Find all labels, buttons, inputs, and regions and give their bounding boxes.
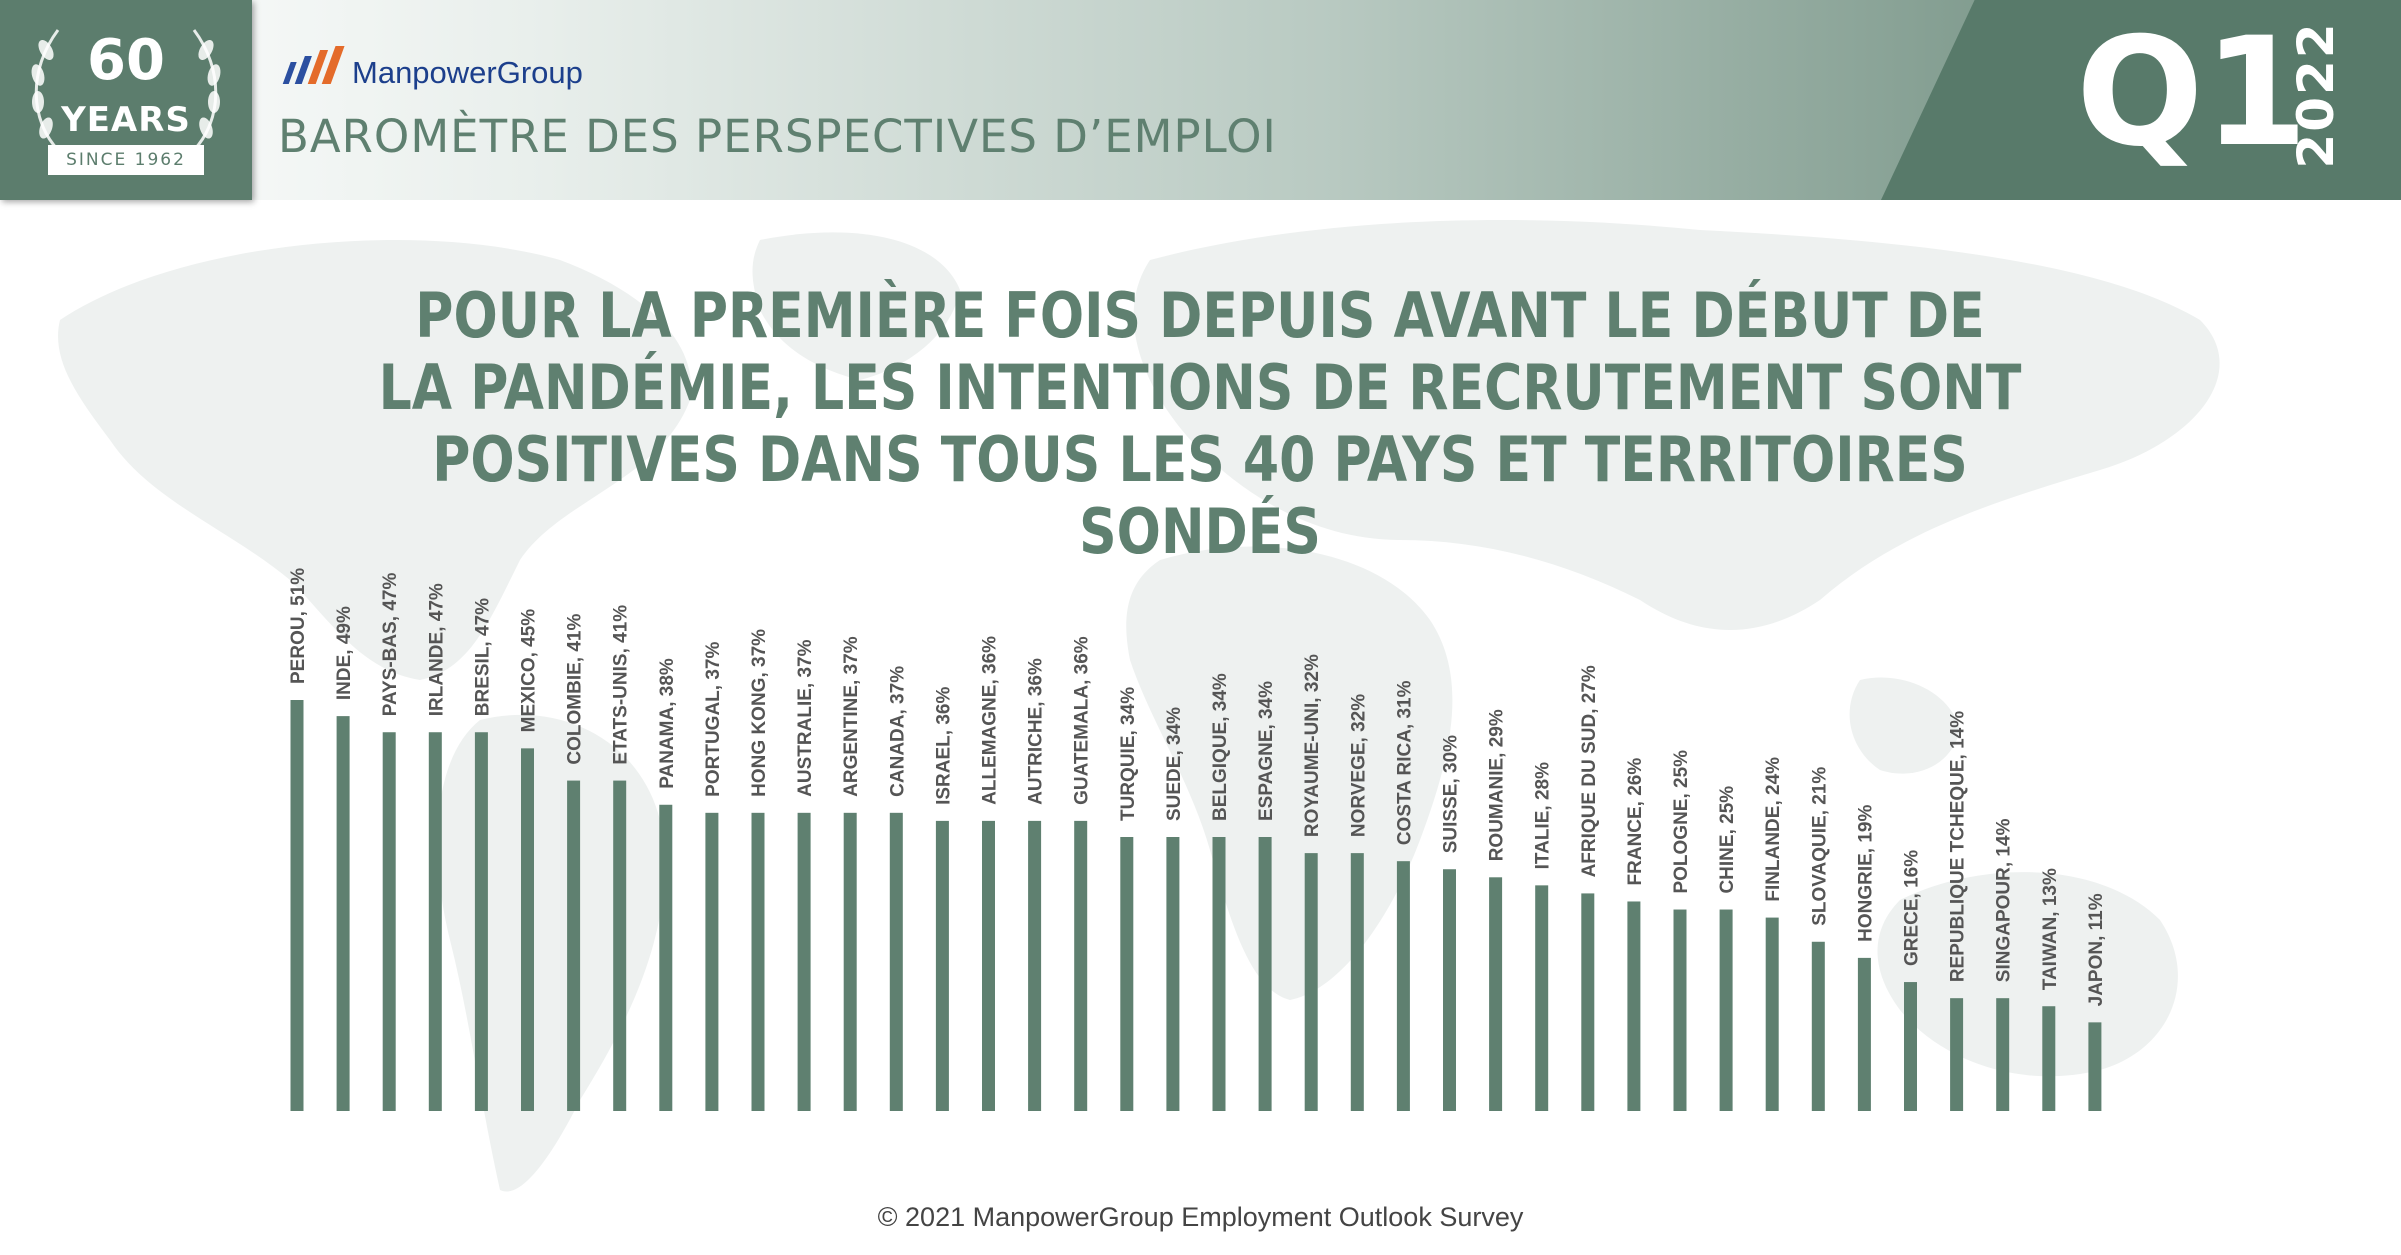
bar-24 (1396, 861, 1410, 1111)
manpowergroup-logo-icon (282, 46, 345, 84)
bar-37 (1996, 998, 2010, 1111)
bar-label-15: ALLEMAGNE, 36% (980, 636, 1001, 805)
chart-headline: POUR LA PREMIÈRE FOIS DEPUIS AVANT LE DÉ… (378, 279, 2022, 568)
bar-30 (1673, 909, 1687, 1111)
bar-17 (1074, 820, 1088, 1111)
bar-31 (1719, 909, 1733, 1111)
laurel-wreath-icon (31, 29, 221, 152)
bar-28 (1581, 893, 1595, 1111)
bar-label-11: AUSTRALIE, 37% (795, 639, 816, 796)
bar-label-7: ETATS-UNIS, 41% (611, 605, 632, 765)
quarter-label: Q1 (2076, 6, 2308, 180)
bar-label-31: CHINE, 25% (1717, 786, 1738, 894)
bar-label-28: AFRIQUE DU SUD, 27% (1579, 665, 1600, 877)
bar-label-19: SUEDE, 34% (1164, 707, 1185, 821)
bar-label-13: CANADA, 37% (887, 666, 908, 797)
bar-11 (797, 812, 811, 1111)
badge-number: 60 (87, 28, 165, 93)
bar-label-3: IRLANDE, 47% (426, 583, 447, 716)
bar-label-33: SLOVAQUIE, 21% (1809, 767, 1830, 926)
bar-39 (2088, 1022, 2102, 1111)
world-map-background (58, 220, 2220, 1192)
bar-label-30: POLOGNE, 25% (1671, 750, 1692, 894)
bar-35 (1904, 982, 1917, 1111)
bar-3 (428, 732, 442, 1111)
bar-29 (1627, 901, 1641, 1111)
bar-13 (889, 812, 903, 1111)
bar-label-1: INDE, 49% (334, 606, 355, 700)
bar-1 (336, 716, 350, 1111)
bar-38 (2042, 1006, 2056, 1111)
bar-label-37: SINGAPOUR, 14% (1994, 818, 2015, 982)
bar-16 (1028, 820, 1042, 1111)
bar-20 (1212, 837, 1226, 1111)
bar-0 (290, 700, 304, 1111)
badge-years: YEARS (61, 100, 191, 140)
bar-26 (1489, 877, 1503, 1111)
bar-2 (382, 732, 396, 1111)
anniversary-badge: 60 YEARS SINCE 1962 (0, 0, 252, 200)
copyright-footer: © 2021 ManpowerGroup Employment Outlook … (877, 1202, 1524, 1232)
bar-9 (705, 812, 719, 1111)
bar-label-39: JAPON, 11% (2086, 893, 2107, 1006)
bar-label-10: HONG KONG, 37% (749, 629, 770, 797)
bar-label-17: GUATEMALA, 36% (1072, 636, 1093, 805)
bar-label-34: HONGRIE, 19% (1855, 805, 1876, 942)
bar-label-5: MEXICO, 45% (519, 609, 540, 733)
bar-23 (1350, 853, 1364, 1111)
bar-label-9: PORTUGAL, 37% (703, 642, 724, 797)
bar-6 (567, 780, 581, 1111)
bar-22 (1304, 853, 1318, 1111)
bar-label-25: SUISSE, 30% (1441, 735, 1462, 853)
bar-8 (659, 804, 673, 1111)
bar-7 (613, 780, 627, 1111)
bar-label-29: FRANCE, 26% (1625, 758, 1646, 886)
bar-34 (1857, 957, 1871, 1111)
bar-32 (1765, 917, 1779, 1111)
bar-4 (474, 732, 488, 1111)
bar-label-24: COSTA RICA, 31% (1394, 680, 1415, 845)
bar-33 (1811, 941, 1825, 1111)
report-subtitle: BAROMÈTRE DES PERSPECTIVES D’EMPLOI (278, 110, 1277, 163)
bar-14 (935, 820, 949, 1111)
bar-label-4: BRESIL, 47% (472, 598, 493, 716)
bar-label-27: ITALIE, 28% (1533, 762, 1554, 869)
bar-label-16: AUTRICHE, 36% (1026, 658, 1047, 805)
bar-label-38: TAIWAN, 13% (2040, 868, 2061, 990)
bar-label-8: PANAMA, 38% (657, 658, 678, 789)
bar-label-26: ROUMANIE, 29% (1487, 709, 1508, 861)
bar-label-32: FINLANDE, 24% (1763, 757, 1784, 902)
bar-18 (1120, 837, 1134, 1111)
bar-label-12: ARGENTINE, 37% (841, 636, 862, 797)
bar-15 (982, 820, 995, 1111)
bar-label-23: NORVEGE, 32% (1348, 694, 1369, 837)
bar-label-22: ROYAUME-UNI, 32% (1302, 654, 1323, 837)
bar-10 (751, 812, 765, 1111)
bar-19 (1166, 837, 1180, 1111)
bar-label-36: REPUBLIQUE TCHEQUE, 14% (1948, 711, 1969, 982)
bar-5 (521, 748, 534, 1111)
bar-label-35: GRECE, 16% (1902, 850, 1923, 966)
badge-since: SINCE 1962 (48, 145, 204, 175)
bar-label-6: COLOMBIE, 41% (565, 614, 586, 765)
header-banner (0, 0, 2401, 200)
brand-name: ManpowerGroup (352, 55, 583, 90)
bar-label-14: ISRAEL, 36% (933, 687, 954, 805)
bar-27 (1535, 885, 1549, 1111)
bar-36 (1950, 998, 1964, 1111)
bar-label-0: PEROU, 51% (288, 568, 309, 684)
bar-12 (843, 812, 857, 1111)
bar-25 (1443, 869, 1456, 1111)
bar-label-2: PAYS-BAS, 47% (380, 573, 401, 717)
bar-label-21: ESPAGNE, 34% (1256, 681, 1277, 821)
bar-21 (1258, 837, 1272, 1111)
bar-label-20: BELGIQUE, 34% (1210, 673, 1231, 821)
bar-label-18: TURQUIE, 34% (1118, 687, 1139, 821)
